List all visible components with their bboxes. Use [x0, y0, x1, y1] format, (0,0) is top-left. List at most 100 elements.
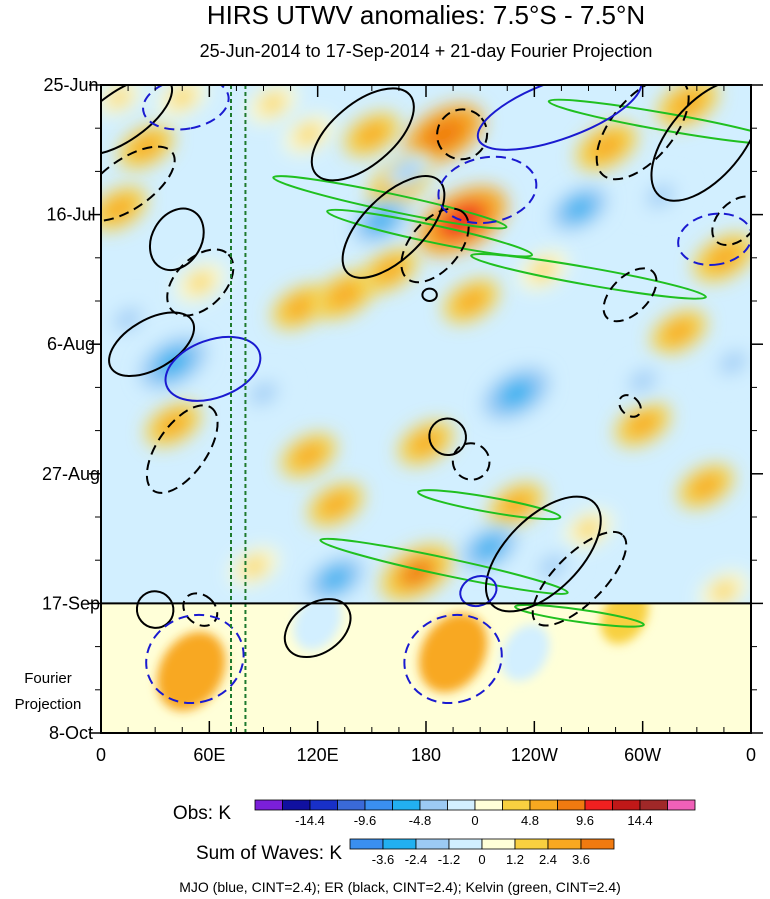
- obs-colorbar-label: Obs: K: [173, 803, 231, 824]
- warm-anomaly-5: [175, 262, 225, 303]
- y-tick-label: 6-Aug: [47, 334, 95, 354]
- x-tick-label: 120E: [297, 745, 339, 765]
- colorbar-box: [309, 799, 338, 811]
- warm-anomaly-16: [576, 122, 637, 171]
- er-contour-6: [145, 404, 219, 494]
- colorbar-box: [415, 838, 450, 850]
- x-tick-label: 60E: [193, 745, 225, 765]
- warm-anomaly-25: [308, 483, 364, 527]
- proj-warm-1: [157, 631, 226, 711]
- warm-anomaly-31: [699, 571, 749, 603]
- mjo-contour-4: [677, 212, 751, 266]
- er-contour-2: [101, 145, 176, 222]
- waves-colorbar: -3.6 -2.4 -1.2 0 1.2 2.4 3.6: [349, 838, 615, 867]
- warm-anomaly-7: [284, 114, 334, 154]
- colorbar-box: [514, 838, 549, 850]
- proj-cold-2: [501, 624, 550, 681]
- colorbar-box: [364, 799, 393, 811]
- colorbar-box: [419, 799, 448, 811]
- colorbar-box: [639, 799, 668, 811]
- projection-label-line1: Fourier: [24, 670, 72, 687]
- er-contour-23: [711, 195, 751, 247]
- er-contour-17: [451, 442, 491, 481]
- colorbar-tick-label: -1.2: [438, 852, 460, 867]
- er-contour-22: [618, 394, 642, 418]
- warm-anomaly-21: [615, 402, 671, 447]
- colorbar-tick-label: 3.6: [572, 852, 590, 867]
- colorbar-box: [447, 799, 476, 811]
- chart-title: HIRS UTWV anomalies: 7.5°S - 7.5°N: [207, 0, 645, 30]
- er-contour-7: [135, 590, 175, 629]
- colorbar-tick-label: 4.8: [521, 813, 539, 828]
- warm-anomaly-24: [281, 433, 337, 477]
- axis-ticks: 0 60E 120E 180 120W 60W 0 25-Jun 16-Jul 6-Aug 27-A…: [42, 75, 763, 765]
- x-tick-label: 0: [746, 745, 756, 765]
- er-contour-9: [310, 87, 415, 182]
- colorbar-tick-label: -9.6: [354, 813, 376, 828]
- colorbar-tick-label: -2.4: [405, 852, 427, 867]
- warm-anomaly-19: [651, 310, 707, 354]
- colorbar-box: [502, 799, 531, 811]
- er-contour-14: [283, 598, 352, 659]
- colorbar-box: [349, 838, 384, 850]
- warm-anomaly-22: [678, 464, 734, 508]
- warm-anomaly-1: [101, 85, 141, 115]
- kelvin-contour-3: [326, 208, 534, 258]
- colorbar-box: [580, 838, 615, 850]
- colorbar-tick-label: 1.2: [506, 852, 524, 867]
- cold-anomaly-13: [527, 546, 578, 586]
- er-contour-10: [436, 108, 489, 161]
- warm-anomaly-15: [443, 279, 499, 323]
- mjo-contour-2: [476, 85, 643, 151]
- er-contour-19: [595, 85, 690, 181]
- colorbar-box: [529, 799, 558, 811]
- chart-subtitle: 25-Jun-2014 to 17-Sep-2014 + 21-day Four…: [200, 41, 653, 61]
- er-contour-5: [108, 311, 196, 377]
- colorbar-tick-label: 0: [478, 852, 485, 867]
- waves-colorbar-label: Sum of Waves: K: [196, 843, 342, 864]
- colorbar-box: [337, 799, 366, 811]
- kelvin-contour-4: [470, 252, 707, 300]
- obs-colorbar: -14.4 -9.6 -4.8 0 4.8 9.6 14.4: [254, 799, 696, 828]
- reference-lines: [230, 85, 247, 733]
- colorbar-tick-label: 0: [471, 813, 478, 828]
- cold-anomaly-11: [708, 343, 751, 383]
- colorbar-tick-label: -3.6: [372, 852, 394, 867]
- mjo-contour-6: [145, 613, 245, 705]
- colorbar-box: [612, 799, 641, 811]
- y-tick-label: 25-Jun: [43, 75, 98, 95]
- colorbar-box: [392, 799, 421, 811]
- proj-warm-3: [600, 603, 649, 644]
- er-contour-20: [650, 85, 751, 202]
- colorbar-box: [254, 799, 283, 811]
- er-contour-15: [484, 495, 602, 613]
- warm-anomaly-23: [145, 402, 201, 447]
- er-contour-11: [341, 175, 446, 279]
- warm-anomaly-30: [229, 546, 280, 586]
- y-tick-label: 16-Jul: [46, 205, 95, 225]
- colorbar-tick-label: 9.6: [576, 813, 594, 828]
- x-tick-label: 120W: [511, 745, 558, 765]
- x-tick-label: 180: [411, 745, 441, 765]
- kelvin-contour-1: [547, 98, 751, 146]
- colorbar-box: [448, 838, 483, 850]
- cold-anomaly-8: [618, 361, 668, 401]
- colorbar-tick-label: -4.8: [409, 813, 431, 828]
- cold-anomaly-5: [483, 367, 550, 420]
- y-tick-label: 17-Sep: [42, 593, 100, 613]
- er-contour-12: [400, 207, 470, 284]
- colorbar-box: [474, 799, 503, 811]
- colorbar-tick-label: 2.4: [539, 852, 557, 867]
- warm-anomaly-6: [247, 85, 298, 124]
- x-tick-label: 60W: [624, 745, 661, 765]
- colorbar-box: [557, 799, 586, 811]
- cold-anomaly-6: [551, 186, 607, 231]
- projection-anomaly-field: [157, 603, 649, 711]
- warm-anomaly-4: [157, 85, 207, 117]
- colorbar-tick-label: -14.4: [295, 813, 325, 828]
- kelvin-contour-5: [417, 489, 562, 521]
- colorbar-box: [282, 799, 311, 811]
- warm-anomaly-29: [380, 544, 454, 601]
- warm-anomaly-12: [272, 285, 328, 329]
